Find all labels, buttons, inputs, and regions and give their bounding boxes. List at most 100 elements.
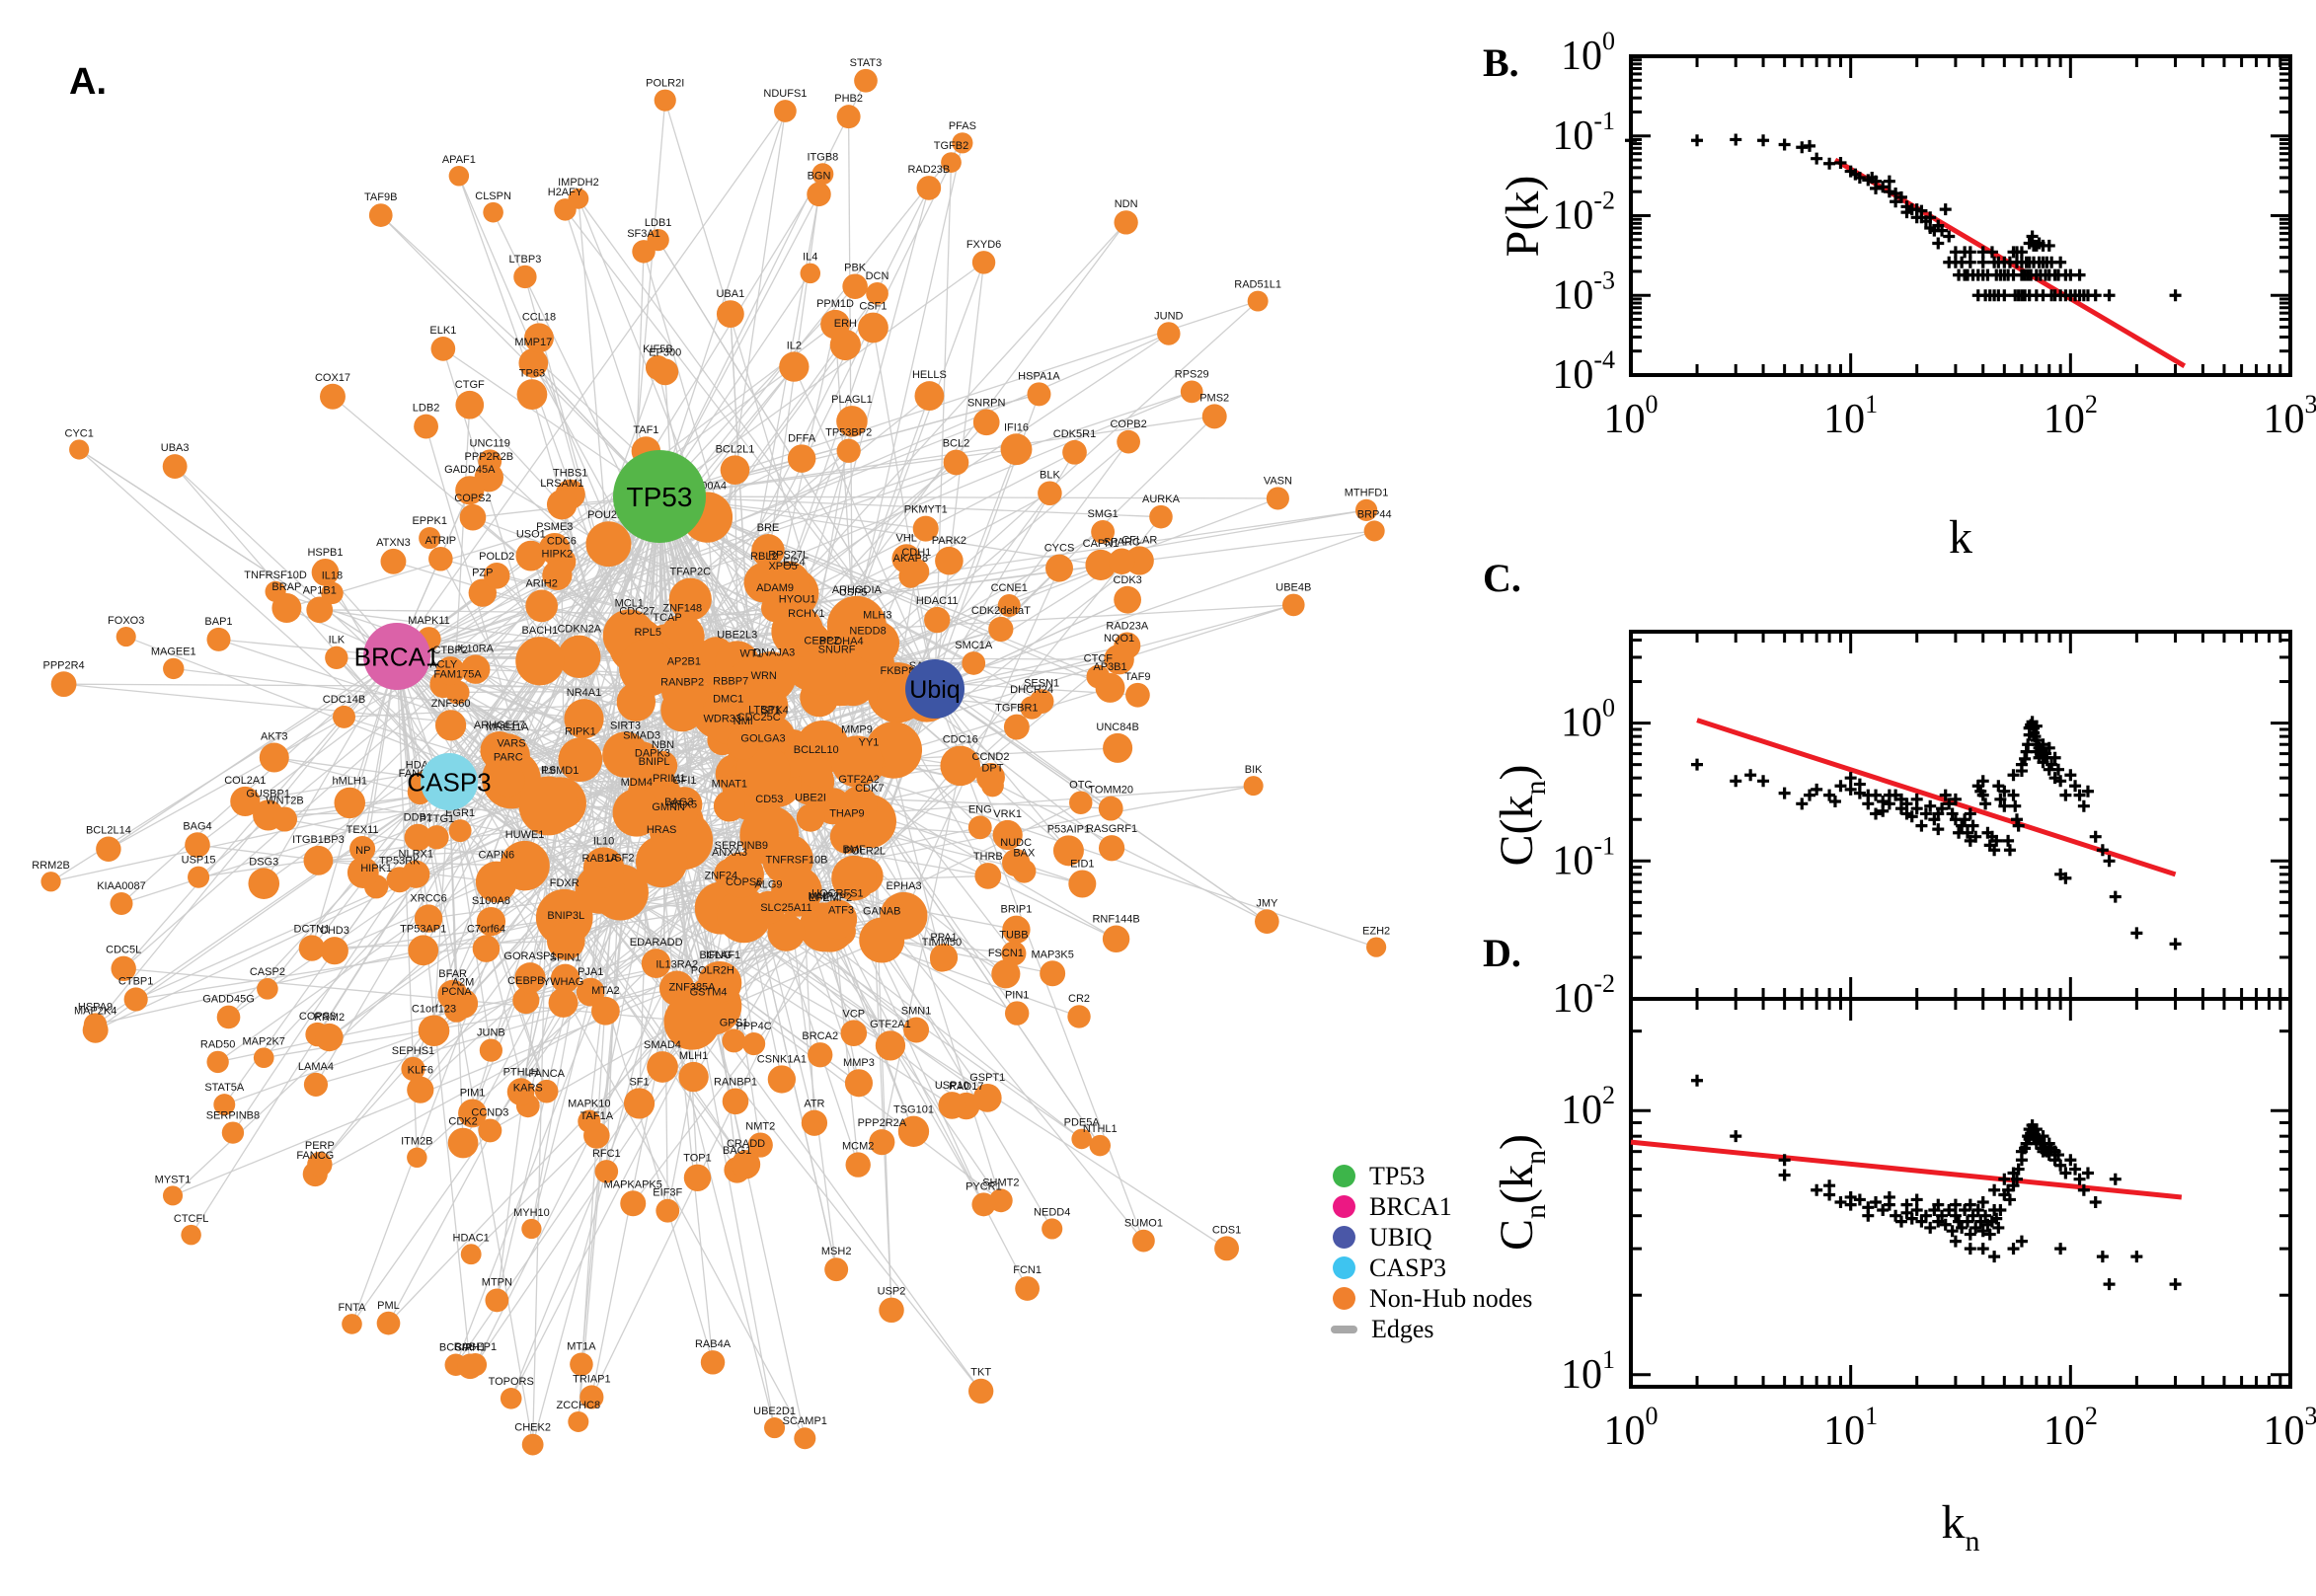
network-node [935,547,964,575]
plot-ticks [1631,56,2290,375]
network-node-label: ANXA3 [712,847,747,859]
network-node-label: ARIH2 [525,578,557,590]
network-node-label: CCND2 [972,751,1010,763]
network-node-label: SMAD4 [644,1039,681,1051]
network-node-label: RNF144B [1092,914,1139,926]
network-node-label: EPPK1 [412,515,446,527]
panel-a-label: A. [69,61,107,104]
node-swatch-icon [1333,1195,1355,1218]
data-point [1691,759,1703,771]
network-node [914,381,944,411]
y-axis-label-B: P(k) [1497,176,1549,258]
network-node-label: VASN [1264,475,1292,487]
network-node-label: FCN1 [1013,1264,1042,1276]
network-node-label: TFAP2C [669,567,711,578]
network-node [304,1073,328,1097]
network-node [1248,291,1269,312]
network-node [517,379,548,410]
network-node-label: UBE4B [1275,582,1311,594]
network-node-label: PRIM1 [653,773,686,785]
network-node-label: DCN [866,270,889,282]
data-point [1779,1170,1791,1181]
network-node-label: HIPK2 [542,549,574,561]
y-tick-label: 100 [1561,694,1615,746]
data-point [1932,238,1944,250]
data-point [2044,240,2055,252]
network-node [1202,404,1227,428]
network-node-label: CDK5R1 [1053,428,1096,440]
network-node-label: TCAP [653,612,681,624]
network-node-label: AKT3 [261,731,288,743]
network-node-label: FXYD6 [966,239,1001,251]
network-node-label: TKT [970,1367,991,1379]
network-node [652,358,678,385]
network-node-label: SF3A1 [627,228,660,240]
network-node-label: STAT5A [204,1082,245,1094]
scatter-points [1691,1075,2182,1290]
data-point [1730,1130,1741,1142]
network-node-label: RANBP2 [660,676,704,688]
network-node-label: UBA3 [161,442,190,454]
network-node-label: BAP1 [204,616,232,628]
network-node [802,1110,827,1136]
data-point [1744,769,1756,781]
network-node-label: RAD23B [907,164,950,176]
network-node-label: GADD45G [202,994,255,1006]
network-node-label: SMG1 [1088,508,1119,520]
network-node-label: CDC14B [323,694,365,706]
network-node-label: RAB1A [582,853,619,865]
network-edges-layer [51,81,1377,1445]
network-node [1103,926,1129,952]
network-node-label: C1orf123 [412,1003,456,1015]
network-node [944,450,969,476]
network-node-label: CSNK1A1 [757,1053,807,1065]
network-node-label: ZNF360 [431,698,471,710]
network-node-label: USP10 [935,1080,969,1092]
network-node-label: HUWE1 [505,829,545,841]
network-node-label: MTPN [482,1276,512,1288]
network-node-label: KLF6 [408,1065,433,1077]
network-node [968,1379,993,1404]
network-node-label: PTTG1 [420,813,454,825]
network-node [248,868,279,899]
network-node [972,251,995,273]
network-node [96,837,120,862]
network-node [647,1051,678,1083]
network-node-label: GSTM4 [690,986,728,998]
hub-tp53: TP53 [613,450,706,543]
network-node-label: DSG3 [249,856,278,868]
network-node-label: LTBP3 [509,254,542,266]
network-node-label: FANCA [528,1068,565,1080]
x-tick-label: 102 [2044,1402,2098,1454]
legend-item-ubiq: UBIQ [1333,1222,1639,1253]
legend-item-casp3: CASP3 [1333,1253,1639,1283]
data-point [1845,772,1857,784]
network-node-label: RAD23A [1106,621,1148,633]
network-node [973,409,1000,435]
data-point [2130,927,2142,939]
network-node [461,1244,482,1264]
network-node-label: RIPK1 [565,725,596,737]
network-node-label: VRK1 [993,808,1022,820]
network-node-label: MSH2 [821,1246,852,1257]
network-node [217,1006,241,1029]
network-node-label: CEBPB [507,975,544,987]
data-point [1870,790,1882,801]
network-node-label: SMC1A [955,640,993,651]
network-node-label: UNC84B [1096,722,1138,733]
network-node-label: TAF1 [633,424,658,436]
y-tick-label: 10-1 [1552,107,1615,159]
network-node-label: HDAC1 [453,1232,490,1244]
network-node [163,658,184,679]
network-node-label: hMLH1 [333,776,367,788]
network-node-label: ERH [834,318,857,330]
network-node [717,300,744,328]
network-node-label: ITGB1BP3 [292,834,345,846]
network-node-label: PIM1 [460,1087,486,1099]
x-tick-label: 101 [1823,1402,1878,1454]
network-node-label: NMT2 [745,1120,775,1132]
network-node-label: SESN1 [1024,677,1059,689]
network-node-label: AP1B1 [303,584,337,596]
